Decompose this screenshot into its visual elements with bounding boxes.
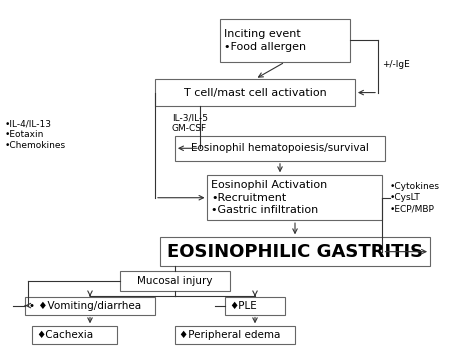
FancyBboxPatch shape <box>220 19 350 62</box>
Text: • ♦Vomiting/diarrhea: • ♦Vomiting/diarrhea <box>29 301 141 311</box>
Text: EOSINOPHILIC GASTRITIS: EOSINOPHILIC GASTRITIS <box>167 243 423 261</box>
FancyBboxPatch shape <box>225 296 285 315</box>
FancyBboxPatch shape <box>155 79 355 106</box>
FancyBboxPatch shape <box>120 272 230 291</box>
Text: ♦PLE: ♦PLE <box>229 301 257 311</box>
Text: ♦Peripheral edema: ♦Peripheral edema <box>179 330 281 340</box>
Text: IL-3/IL-5
GM-CSF: IL-3/IL-5 GM-CSF <box>172 113 208 133</box>
FancyBboxPatch shape <box>25 296 155 315</box>
FancyBboxPatch shape <box>175 136 385 161</box>
Text: •IL-4/IL-13
•Eotaxin
•Chemokines: •IL-4/IL-13 •Eotaxin •Chemokines <box>5 119 66 151</box>
Text: Mucosal injury: Mucosal injury <box>137 276 213 286</box>
FancyBboxPatch shape <box>208 175 383 220</box>
FancyBboxPatch shape <box>175 326 295 344</box>
Text: •Cytokines
•CysLT
•ECP/MBP: •Cytokines •CysLT •ECP/MBP <box>390 182 440 213</box>
Text: ♦Cachexia: ♦Cachexia <box>36 330 94 340</box>
Text: Eosinophil hematopoiesis/survival: Eosinophil hematopoiesis/survival <box>191 143 369 153</box>
FancyBboxPatch shape <box>160 237 430 266</box>
FancyBboxPatch shape <box>33 326 118 344</box>
Text: Inciting event
•Food allergen: Inciting event •Food allergen <box>224 29 306 51</box>
Text: +/-IgE: +/-IgE <box>382 60 410 69</box>
Text: Eosinophil Activation
•Recruitment
•Gastric infiltration: Eosinophil Activation •Recruitment •Gast… <box>211 180 328 215</box>
Text: T cell/mast cell activation: T cell/mast cell activation <box>183 88 327 98</box>
